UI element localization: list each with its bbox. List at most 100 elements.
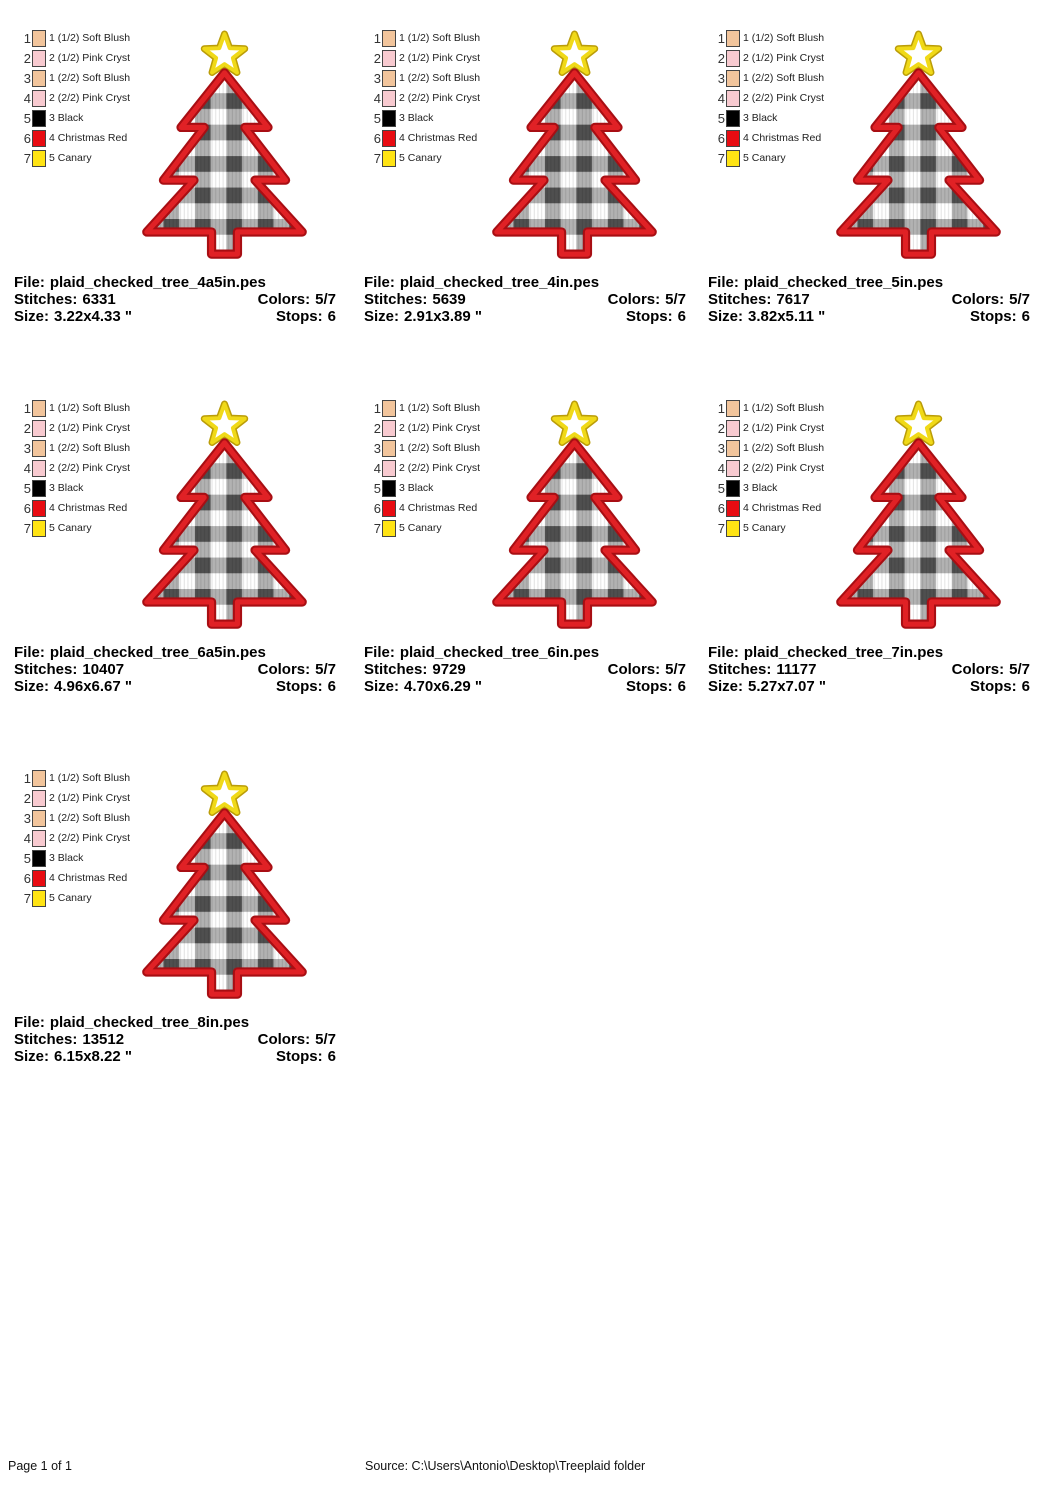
- tree-design-preview: [142, 770, 307, 999]
- thread-stop-number: 7: [23, 150, 31, 166]
- thread-stop-number: 1: [373, 400, 381, 416]
- thread-stop-number: 4: [23, 90, 31, 106]
- size-value: 5.27x7.07 ": [748, 678, 827, 695]
- star-topper-icon: [550, 400, 599, 446]
- plaid-tree-shape: [836, 438, 1001, 629]
- size-stops-line: Size: 4.70x6.29 " Stops: 6: [364, 678, 686, 695]
- thread-color-swatch: [382, 49, 396, 67]
- thread-stop-number: 5: [23, 480, 31, 496]
- thread-color-name: 3 Black: [399, 112, 434, 124]
- file-label: File:: [364, 274, 395, 291]
- thread-color-swatch: [32, 789, 46, 807]
- stitches-colors-line: Stitches: 13512 Colors: 5/7: [14, 1031, 336, 1048]
- legend-entry: 5 3 Black: [368, 478, 486, 498]
- thread-stop-number: 2: [717, 50, 725, 66]
- thread-color-name: 2 (1/2) Pink Cryst: [743, 422, 825, 434]
- stitches-colors-line: Stitches: 10407 Colors: 5/7: [14, 661, 336, 678]
- thread-color-name: 3 Black: [743, 112, 778, 124]
- plaid-tree-shape: [492, 438, 657, 629]
- thread-stop-number: 1: [23, 770, 31, 786]
- file-name: plaid_checked_tree_4in.pes: [399, 274, 600, 291]
- thread-color-swatch: [32, 129, 46, 147]
- stops-value: 6: [677, 678, 686, 695]
- thread-color-swatch: [382, 459, 396, 477]
- thread-color-swatch: [32, 439, 46, 457]
- stops-value: 6: [1021, 678, 1030, 695]
- tree-design-preview: [492, 30, 657, 259]
- stops-label: Stops:: [275, 308, 323, 325]
- thread-color-swatch: [32, 89, 46, 107]
- thread-stop-number: 1: [717, 400, 725, 416]
- tree-design-preview: [836, 400, 1001, 629]
- thread-color-name: 1 (1/2) Soft Blush: [399, 402, 481, 414]
- legend-entry: 2 2 (1/2) Pink Cryst: [18, 48, 136, 68]
- stops-label: Stops:: [275, 1048, 323, 1065]
- stitches-label: Stitches:: [708, 291, 772, 308]
- thread-stop-number: 3: [373, 440, 381, 456]
- design-info: File: plaid_checked_tree_7in.pes Stitches…: [708, 644, 1030, 695]
- thread-color-name: 5 Canary: [399, 522, 442, 534]
- stitches-colors-line: Stitches: 11177 Colors: 5/7: [708, 661, 1030, 678]
- thread-color-legend: 1 1 (1/2) Soft Blush 2 2 (1/2) Pink Cryst 3 1…: [368, 398, 486, 538]
- stops-label: Stops:: [969, 678, 1017, 695]
- plaid-tree-shape: [492, 68, 657, 259]
- thread-color-name: 4 Christmas Red: [49, 132, 128, 144]
- thread-color-legend: 1 1 (1/2) Soft Blush 2 2 (1/2) Pink Cryst 3 1…: [368, 28, 486, 168]
- design-card: 1 1 (1/2) Soft Blush 2 2 (1/2) Pink Cryst 3 1…: [364, 398, 686, 743]
- thread-color-name: 2 (2/2) Pink Cryst: [49, 92, 131, 104]
- legend-entry: 7 5 Canary: [18, 888, 136, 908]
- thread-color-swatch: [32, 769, 46, 787]
- thread-color-legend: 1 1 (1/2) Soft Blush 2 2 (1/2) Pink Cryst 3 1…: [712, 28, 830, 168]
- thread-color-swatch: [382, 499, 396, 517]
- design-info: File: plaid_checked_tree_8in.pes Stitches…: [14, 1014, 336, 1065]
- stitches-label: Stitches:: [14, 661, 78, 678]
- stitches-label: Stitches:: [708, 661, 772, 678]
- legend-entry: 4 2 (2/2) Pink Cryst: [368, 458, 486, 478]
- thread-color-name: 1 (1/2) Soft Blush: [743, 32, 825, 44]
- thread-stop-number: 3: [23, 440, 31, 456]
- thread-stop-number: 2: [23, 50, 31, 66]
- stitches-colors-line: Stitches: 9729 Colors: 5/7: [364, 661, 686, 678]
- stitches-colors-line: Stitches: 7617 Colors: 5/7: [708, 291, 1030, 308]
- thread-color-name: 4 Christmas Red: [399, 132, 478, 144]
- size-label: Size:: [708, 678, 744, 695]
- stitches-label: Stitches:: [364, 661, 428, 678]
- size-value: 4.70x6.29 ": [404, 678, 483, 695]
- design-info: File: plaid_checked_tree_6a5in.pes Stitch…: [14, 644, 336, 695]
- legend-entry: 6 4 Christmas Red: [712, 128, 830, 148]
- thread-color-name: 1 (2/2) Soft Blush: [399, 442, 481, 454]
- thread-color-name: 2 (1/2) Pink Cryst: [399, 52, 481, 64]
- stitches-value: 11177: [776, 661, 817, 678]
- thread-stop-number: 6: [23, 130, 31, 146]
- legend-entry: 4 2 (2/2) Pink Cryst: [18, 88, 136, 108]
- stitches-value: 13512: [82, 1031, 125, 1048]
- colors-label: Colors:: [951, 291, 1005, 308]
- thread-color-swatch: [32, 49, 46, 67]
- thread-stop-number: 2: [373, 420, 381, 436]
- thread-color-swatch: [726, 149, 740, 167]
- colors-value: 5/7: [1009, 291, 1030, 308]
- thread-color-name: 2 (2/2) Pink Cryst: [49, 462, 131, 474]
- colors-label: Colors:: [257, 291, 311, 308]
- colors-label: Colors:: [607, 291, 661, 308]
- thread-color-name: 3 Black: [49, 482, 84, 494]
- size-label: Size:: [14, 1048, 50, 1065]
- thread-color-swatch: [726, 439, 740, 457]
- thread-stop-number: 2: [373, 50, 381, 66]
- star-topper-icon: [200, 30, 249, 76]
- thread-color-swatch: [32, 419, 46, 437]
- thread-stop-number: 4: [373, 90, 381, 106]
- thread-color-swatch: [726, 399, 740, 417]
- thread-stop-number: 3: [23, 810, 31, 826]
- legend-entry: 5 3 Black: [18, 478, 136, 498]
- thread-color-swatch: [32, 479, 46, 497]
- thread-color-name: 2 (1/2) Pink Cryst: [49, 52, 131, 64]
- legend-entry: 3 1 (2/2) Soft Blush: [18, 68, 136, 88]
- colors-value: 5/7: [315, 661, 336, 678]
- size-stops-line: Size: 4.96x6.67 " Stops: 6: [14, 678, 336, 695]
- legend-entry: 7 5 Canary: [368, 148, 486, 168]
- thread-color-name: 1 (2/2) Soft Blush: [49, 442, 131, 454]
- colors-value: 5/7: [1009, 661, 1030, 678]
- file-label: File:: [14, 1014, 45, 1031]
- legend-entry: 2 2 (1/2) Pink Cryst: [18, 418, 136, 438]
